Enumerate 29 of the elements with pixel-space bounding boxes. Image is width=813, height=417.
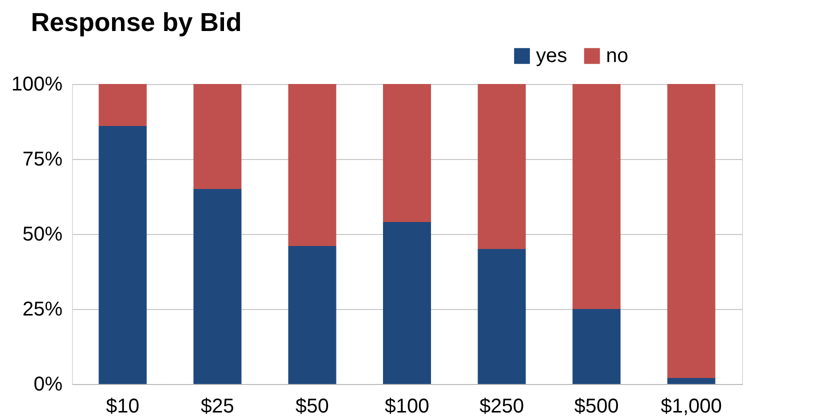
y-tick-label: 75%: [22, 148, 63, 170]
bar: [98, 126, 147, 384]
x-tick-label: $50: [296, 396, 329, 417]
bar: [383, 84, 431, 222]
bar: [572, 309, 621, 384]
x-tick-label: $25: [200, 396, 234, 417]
bar: [193, 189, 242, 384]
y-tick-label: 100%: [11, 74, 63, 96]
legend-label: no: [606, 45, 628, 67]
chart-title: Response by Bid: [30, 7, 242, 37]
y-tick-label: 0%: [34, 374, 63, 396]
x-tick-label: $1,000: [660, 396, 722, 417]
y-tick-label: 25%: [22, 298, 63, 320]
x-tick-label: $250: [480, 396, 524, 417]
bar: [288, 246, 336, 384]
legend-label: yes: [536, 45, 568, 67]
x-tick-label: $100: [384, 396, 430, 417]
bar: [667, 378, 716, 384]
bar: [667, 84, 716, 378]
bar: [478, 84, 526, 249]
bar: [572, 84, 621, 309]
x-tick-label: $500: [574, 396, 619, 417]
bar: [383, 222, 431, 384]
y-tick-label: 50%: [22, 224, 63, 246]
bar: [478, 249, 526, 384]
bar: [288, 84, 336, 246]
x-tick-label: $10: [106, 396, 140, 417]
bar: [193, 84, 242, 189]
bar: [98, 84, 147, 126]
